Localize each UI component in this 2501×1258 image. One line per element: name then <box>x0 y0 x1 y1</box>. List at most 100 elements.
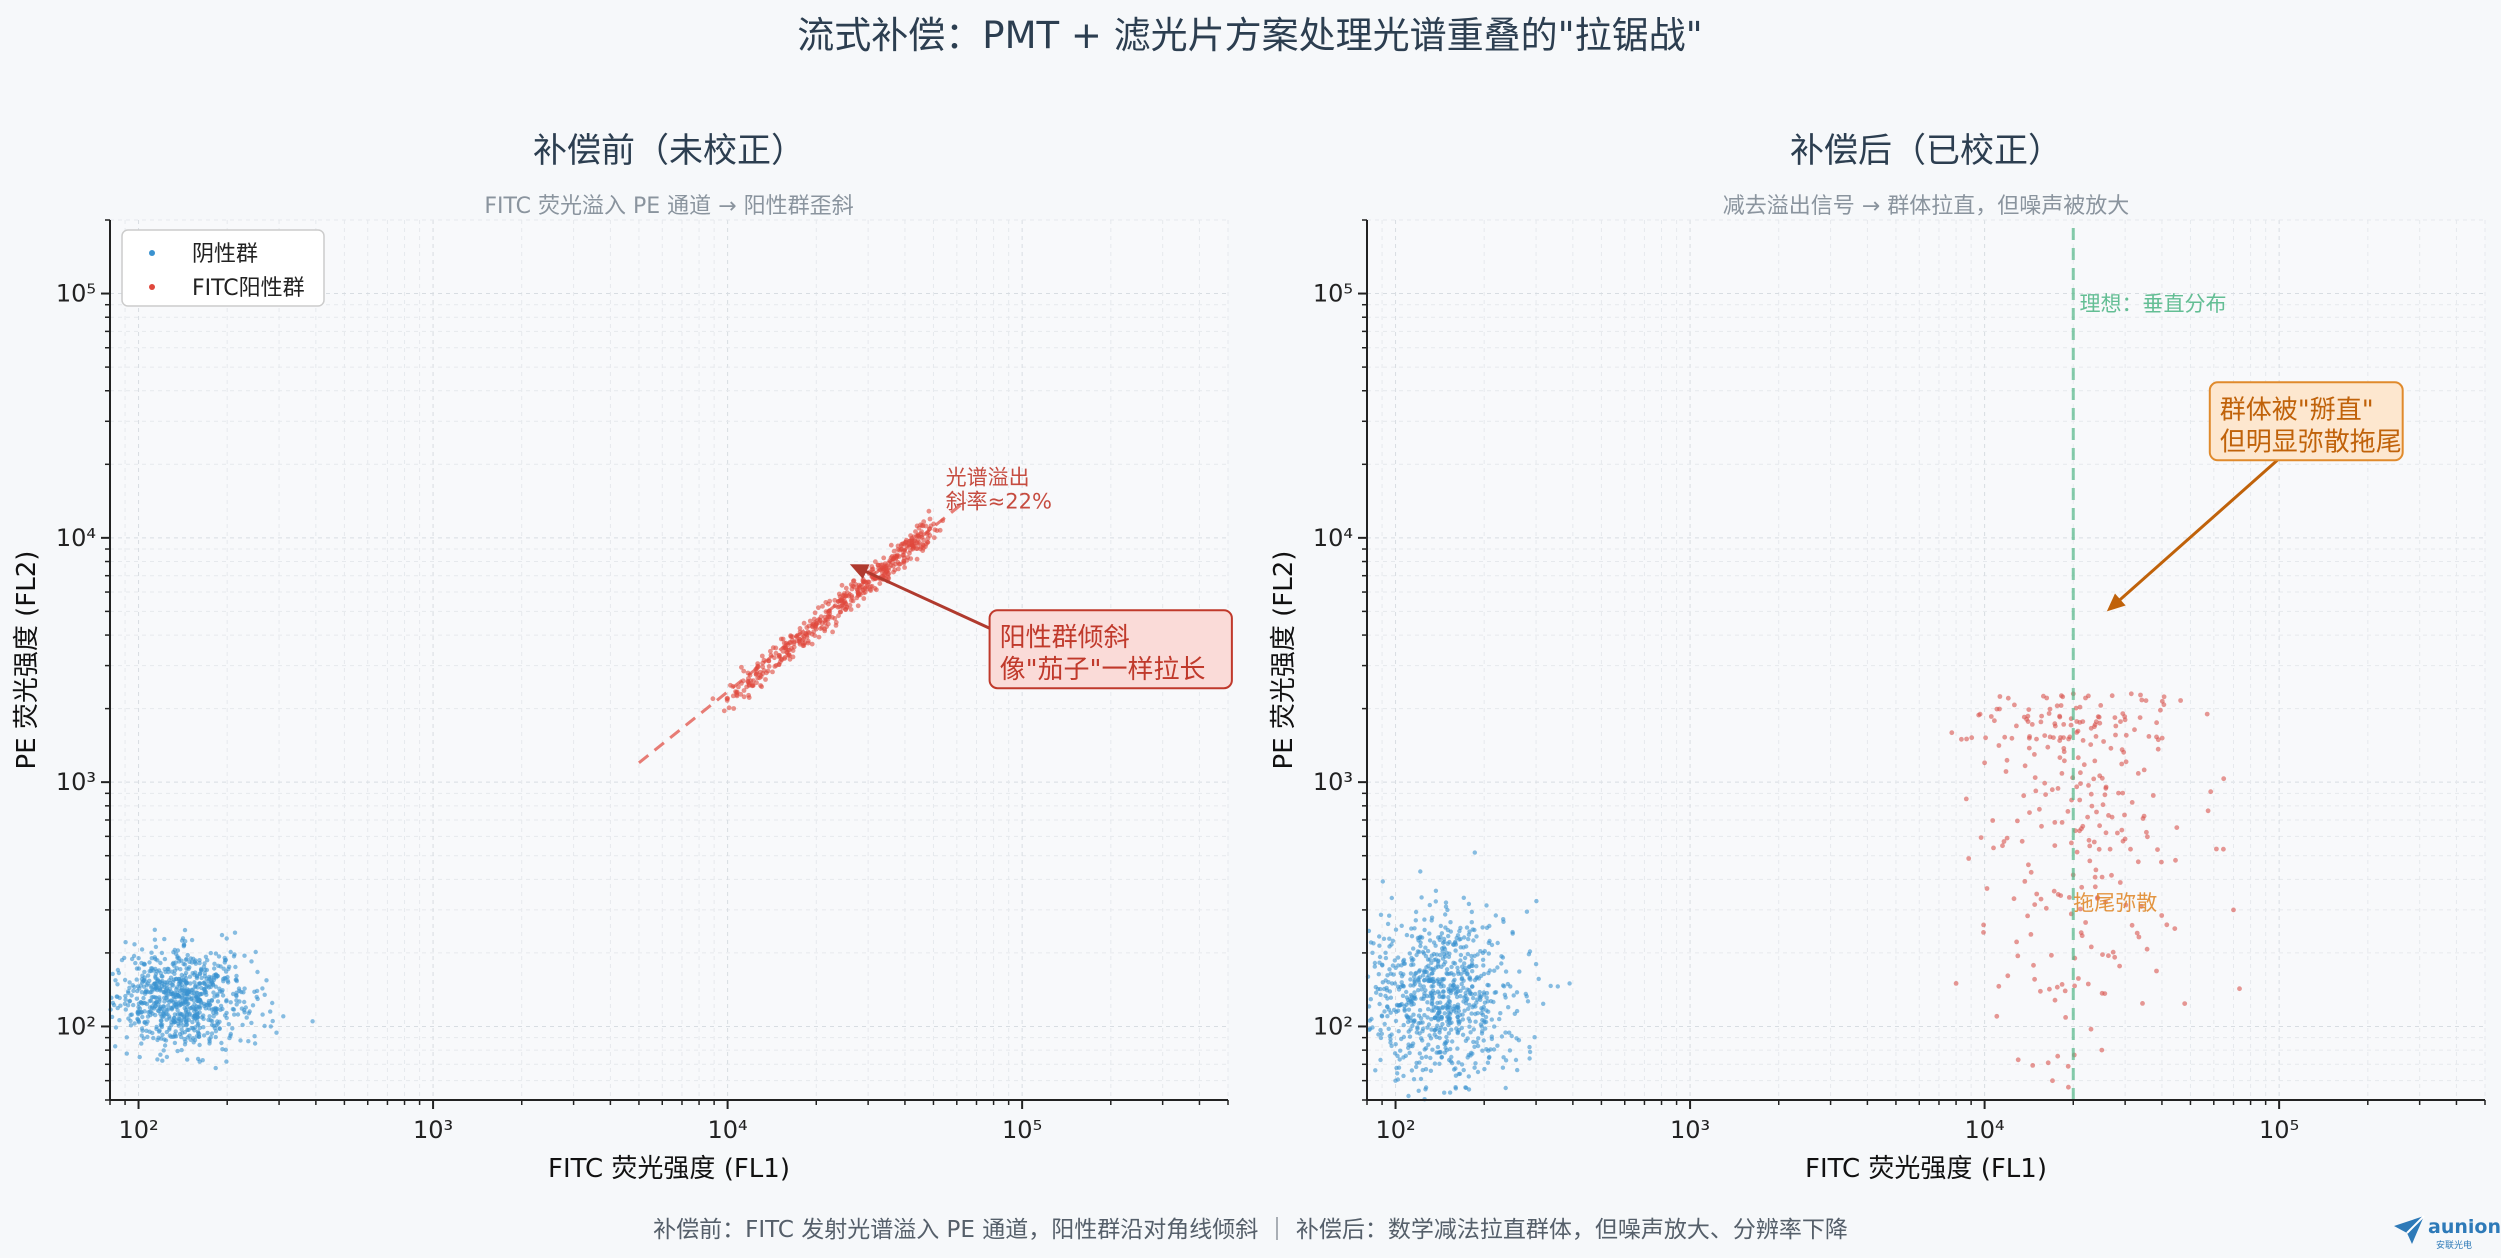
data-point <box>1485 1060 1491 1065</box>
data-point <box>142 1000 148 1006</box>
data-point <box>1484 1008 1489 1013</box>
data-point <box>1462 955 1468 961</box>
data-point <box>2058 893 2064 898</box>
data-point <box>203 1006 208 1011</box>
data-point <box>2025 713 2031 719</box>
data-point <box>1377 1001 1382 1007</box>
data-point <box>1380 879 1386 884</box>
data-point <box>1442 1026 1448 1032</box>
data-point <box>213 1029 219 1034</box>
data-point <box>1425 1015 1430 1020</box>
data-point <box>1393 1042 1398 1047</box>
data-point <box>1482 1018 1487 1024</box>
data-point <box>753 672 759 677</box>
data-point <box>932 527 938 533</box>
data-point <box>1454 994 1460 1000</box>
data-point <box>1456 1008 1462 1014</box>
data-point <box>173 1034 179 1039</box>
data-point <box>218 1003 224 1009</box>
data-point <box>891 548 897 554</box>
data-point <box>1501 1055 1506 1060</box>
data-point <box>1456 1060 1461 1065</box>
arrowhead <box>849 564 870 579</box>
data-point <box>268 1024 273 1029</box>
data-point <box>1480 1012 1486 1017</box>
data-point <box>750 683 756 688</box>
data-point <box>177 959 182 964</box>
data-point <box>1487 968 1493 973</box>
data-point <box>2058 703 2064 708</box>
data-point <box>1430 1047 1435 1052</box>
data-point <box>172 1019 177 1025</box>
data-point <box>1399 963 1404 968</box>
data-point <box>1514 990 1520 995</box>
data-point <box>2086 693 2091 699</box>
data-point <box>1393 965 1398 970</box>
data-point <box>202 981 207 987</box>
data-point <box>147 960 152 965</box>
data-point <box>1431 979 1436 985</box>
data-point <box>2038 719 2044 725</box>
data-point <box>1407 996 1413 1002</box>
data-point <box>2047 734 2053 740</box>
data-point <box>1391 1007 1397 1013</box>
data-point <box>2113 732 2118 738</box>
data-point <box>2032 976 2037 982</box>
data-point <box>136 956 141 961</box>
data-point <box>2057 755 2063 760</box>
data-point <box>2099 874 2105 880</box>
data-point <box>172 1040 178 1046</box>
data-point <box>201 1016 206 1022</box>
data-point <box>787 656 793 662</box>
data-point <box>1379 1014 1385 1019</box>
data-point <box>123 997 128 1002</box>
data-point <box>2118 719 2123 724</box>
data-point <box>2096 846 2102 852</box>
data-point <box>185 991 190 997</box>
data-point <box>2078 906 2083 912</box>
data-point <box>1493 913 1499 918</box>
data-point <box>232 1012 237 1017</box>
data-point <box>1435 962 1441 967</box>
data-point <box>1455 965 1460 970</box>
data-point <box>223 969 229 974</box>
data-point <box>202 961 207 966</box>
data-point <box>182 984 187 989</box>
data-point <box>2178 698 2184 703</box>
data-point <box>1474 976 1479 981</box>
data-point <box>1463 1038 1469 1044</box>
data-point <box>2109 814 2115 820</box>
data-point <box>191 1013 197 1018</box>
data-point <box>886 571 892 577</box>
data-point <box>179 1047 184 1053</box>
data-point <box>2059 771 2065 776</box>
data-point <box>1480 1048 1485 1053</box>
data-point <box>1401 957 1407 963</box>
data-point <box>167 999 172 1005</box>
data-point <box>197 1004 202 1009</box>
data-point <box>2161 694 2167 700</box>
data-point <box>2120 711 2126 716</box>
data-point <box>1457 1071 1463 1077</box>
annotation-text: 理想：垂直分布 <box>2080 292 2227 316</box>
panel-title: 补偿前（未校正） <box>533 131 805 171</box>
data-point <box>192 1037 198 1043</box>
data-point <box>1411 1012 1416 1017</box>
data-point <box>2123 902 2129 908</box>
data-point <box>2027 810 2032 815</box>
data-point <box>211 1023 216 1028</box>
data-point <box>167 1025 172 1031</box>
data-point <box>141 1036 146 1041</box>
data-point <box>181 977 186 982</box>
data-point <box>1448 1009 1454 1014</box>
data-point <box>1503 1058 1509 1063</box>
data-point <box>162 1043 168 1048</box>
data-point <box>262 1023 267 1029</box>
data-point <box>1996 983 2002 989</box>
data-point <box>150 1030 155 1036</box>
data-point <box>2065 1063 2071 1069</box>
data-point <box>901 552 907 558</box>
data-point <box>157 999 162 1004</box>
data-point <box>1463 1001 1469 1006</box>
